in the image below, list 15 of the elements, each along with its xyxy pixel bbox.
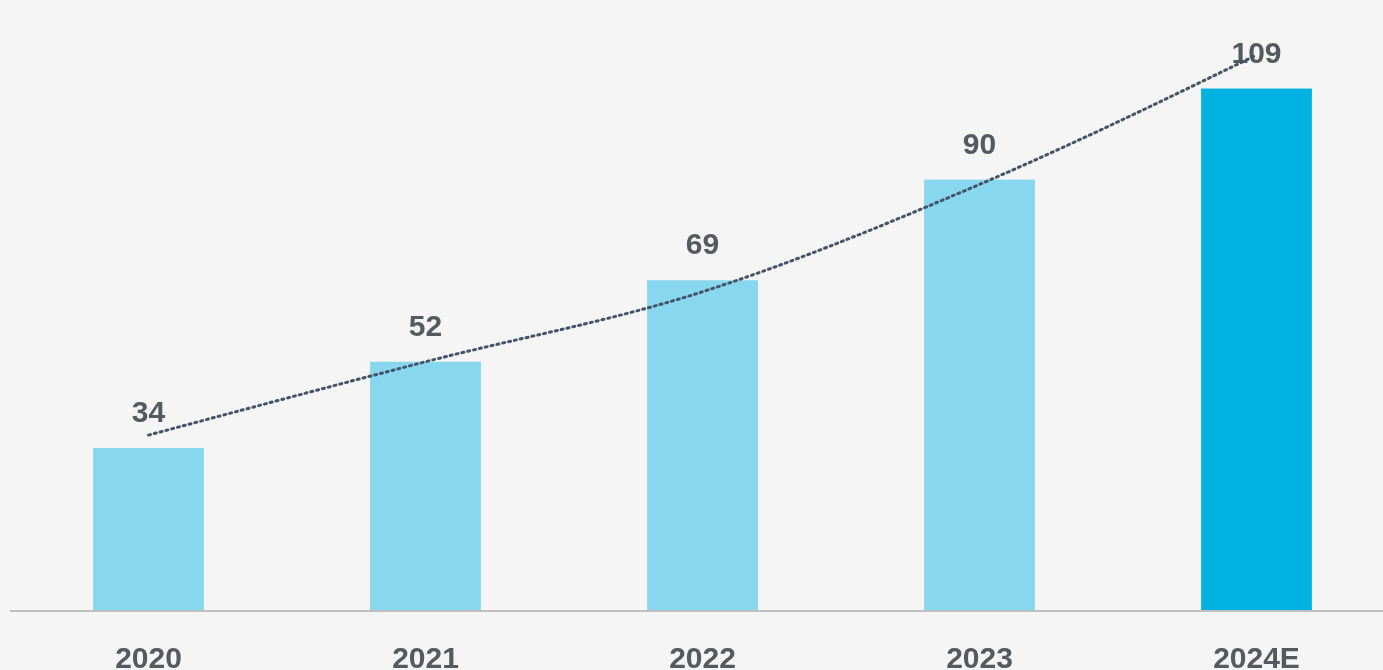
bar xyxy=(370,361,481,611)
data-label: 90 xyxy=(962,126,997,160)
data-label: 69 xyxy=(685,227,720,261)
x-tick-label: 2022 xyxy=(669,641,736,670)
bar xyxy=(1201,88,1312,611)
bar xyxy=(647,280,758,611)
bar xyxy=(93,448,204,611)
bar xyxy=(924,179,1035,611)
data-label: 34 xyxy=(131,395,166,429)
x-tick-label: 2020 xyxy=(115,641,182,670)
data-label: 52 xyxy=(408,308,443,342)
x-tick-label: 2024E xyxy=(1213,641,1300,670)
x-tick-label: 2021 xyxy=(392,641,459,670)
data-label: 109 xyxy=(1231,35,1282,69)
x-tick-label: 2023 xyxy=(946,641,1013,670)
